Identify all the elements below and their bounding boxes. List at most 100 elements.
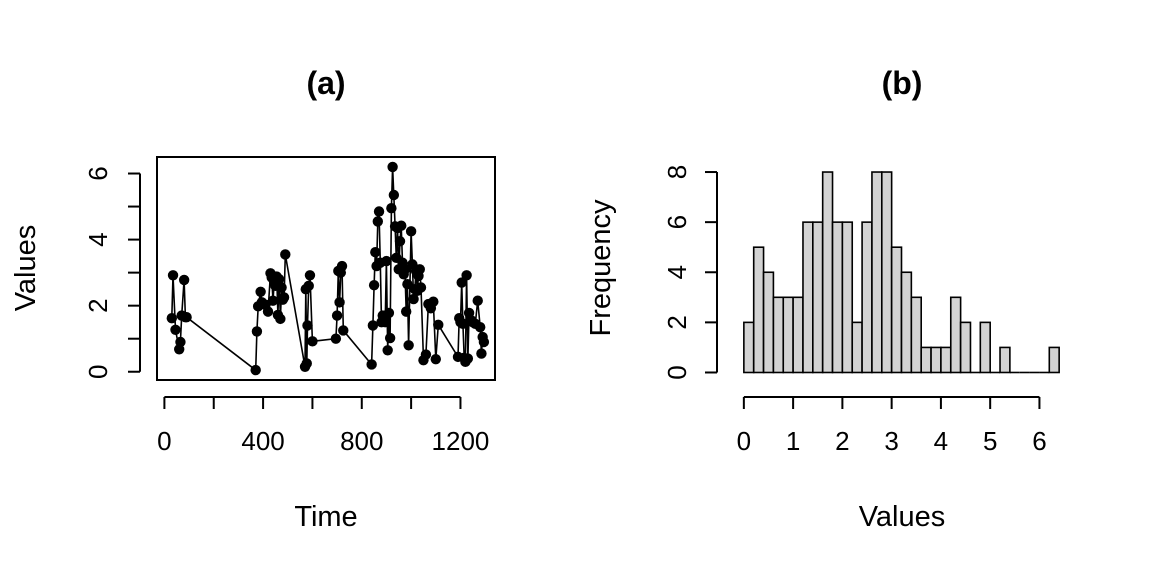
panel-a-x-tick-label: 400 bbox=[241, 426, 284, 456]
panel-a-data-point bbox=[267, 295, 279, 306]
panel-a-data-point bbox=[368, 279, 380, 291]
panel-a-data-point bbox=[273, 274, 285, 285]
panel-a-data-point bbox=[301, 358, 312, 369]
panel-a-title: (a) bbox=[306, 65, 345, 101]
panel-b-bars bbox=[743, 171, 1060, 374]
panel-b-x-tick-label: 2 bbox=[835, 426, 849, 456]
panel-a-data-point bbox=[462, 353, 474, 364]
histogram-bar bbox=[772, 296, 785, 374]
panel-a-x-tick-label: 1200 bbox=[432, 426, 490, 456]
histogram-bar bbox=[1048, 346, 1060, 374]
panel-a-data-point bbox=[380, 316, 391, 328]
panel-a-data-point bbox=[420, 349, 432, 360]
panel-a-data-point bbox=[430, 353, 441, 365]
panel-a-data-point bbox=[250, 364, 261, 376]
panel-a-data-point bbox=[415, 282, 427, 293]
panel-a-plot-box bbox=[156, 156, 496, 381]
panel-a-data-point bbox=[330, 333, 342, 344]
panel-a: (a) Time Values 0 400 800 1200 0 2 4 6 bbox=[10, 65, 496, 533]
panel-a-data-point bbox=[402, 278, 413, 290]
panel-a-data-point bbox=[276, 282, 287, 293]
panel-a-data-point bbox=[262, 306, 274, 317]
panel-a-data-point bbox=[303, 280, 314, 292]
panel-a-data-point bbox=[167, 270, 179, 281]
panel-a-data-point bbox=[408, 293, 419, 305]
panel-a-data-point bbox=[304, 270, 316, 281]
panel-a-data-point bbox=[373, 206, 385, 217]
panel-a-data-point bbox=[394, 236, 406, 247]
panel-a-x-tick-label: 800 bbox=[340, 426, 383, 456]
panel-a-data-point bbox=[367, 320, 379, 331]
panel-a-data-point bbox=[387, 161, 398, 173]
panel-a-ylabel: Values bbox=[10, 225, 42, 312]
panel-b-x-tick-label: 4 bbox=[934, 426, 948, 456]
histogram-bar bbox=[762, 271, 775, 374]
panel-a-y-tick-label: 4 bbox=[83, 232, 113, 246]
panel-a-data-point bbox=[366, 359, 377, 370]
panel-a-data-point bbox=[336, 260, 348, 272]
histogram-bar bbox=[851, 321, 863, 374]
histogram-bar bbox=[782, 296, 794, 374]
panel-b-title: (b) bbox=[882, 65, 923, 101]
histogram-bar bbox=[999, 346, 1011, 374]
panel-a-data-point bbox=[255, 286, 266, 297]
panel-a-data-point bbox=[384, 332, 396, 344]
panel-a-data-point bbox=[278, 292, 290, 303]
histogram-bar bbox=[900, 271, 913, 374]
panel-a-x-tick-label: 0 bbox=[157, 426, 171, 456]
panel-b-y-tick-label: 0 bbox=[662, 365, 692, 379]
panel-a-data-point bbox=[388, 189, 400, 201]
panel-a-data-point bbox=[386, 203, 397, 214]
panel-b-xlabel: Values bbox=[859, 501, 946, 533]
panel-a-data-point bbox=[476, 348, 487, 359]
panel-b-x-tick-label: 6 bbox=[1032, 426, 1046, 456]
histogram-bar bbox=[910, 296, 923, 374]
panel-a-data-point bbox=[275, 313, 286, 325]
panel-a-data-point bbox=[370, 246, 381, 258]
histogram-bar bbox=[752, 246, 765, 374]
panel-b-x-tick-label: 5 bbox=[983, 426, 997, 456]
panel-a-y-tick-label: 0 bbox=[83, 365, 113, 379]
panel-a-data-point bbox=[178, 274, 190, 286]
panel-a-data-point bbox=[456, 277, 467, 288]
panel-a-data-point bbox=[400, 306, 412, 317]
panel-b-x-tick-label: 0 bbox=[737, 426, 751, 456]
panel-b-ylabel: Frequency bbox=[585, 199, 617, 337]
panel-a-axes: 0 400 800 1200 0 2 4 6 bbox=[83, 166, 489, 456]
panel-b-x-tick-label: 3 bbox=[884, 426, 898, 456]
histogram-bar bbox=[979, 321, 991, 374]
histogram-bar bbox=[940, 346, 952, 374]
panel-b-y-tick-label: 2 bbox=[662, 315, 692, 329]
panel-b-axes: 0 1 2 3 4 5 6 0 2 4 6 8 bbox=[662, 165, 1047, 456]
panel-a-y-tick-label: 6 bbox=[83, 166, 113, 180]
histogram-bar bbox=[841, 221, 854, 374]
panel-a-data-point bbox=[280, 249, 291, 260]
histogram-bar bbox=[802, 221, 814, 374]
histogram-bar bbox=[861, 221, 873, 374]
panel-a-data-point bbox=[175, 336, 186, 348]
panel-a-data-point bbox=[428, 296, 439, 307]
panel-a-data-point bbox=[405, 226, 417, 237]
panel-b-y-tick-label: 8 bbox=[662, 165, 692, 179]
panel-a-data-point bbox=[372, 216, 384, 227]
panel-a-data-point bbox=[307, 336, 318, 347]
panel-b-y-tick-label: 6 bbox=[662, 215, 692, 229]
panel-a-data-point bbox=[181, 312, 192, 323]
panel-a-data-point bbox=[474, 321, 486, 333]
histogram-bar bbox=[890, 246, 903, 374]
histogram-bar bbox=[792, 296, 804, 374]
histogram-bar bbox=[880, 171, 893, 374]
histogram-bar bbox=[831, 221, 844, 374]
panel-a-xlabel: Time bbox=[294, 501, 357, 533]
panel-a-data-point bbox=[403, 340, 414, 351]
histogram-bar bbox=[743, 321, 755, 374]
panel-a-data-point bbox=[334, 297, 345, 308]
panel-a-data-point bbox=[383, 307, 395, 319]
panel-a-data-point bbox=[338, 325, 349, 336]
panel-a-data-point bbox=[331, 310, 343, 321]
panel-a-data-point bbox=[251, 326, 263, 337]
panel-a-data-point bbox=[472, 295, 483, 306]
panel-b-y-tick-label: 4 bbox=[662, 265, 692, 279]
